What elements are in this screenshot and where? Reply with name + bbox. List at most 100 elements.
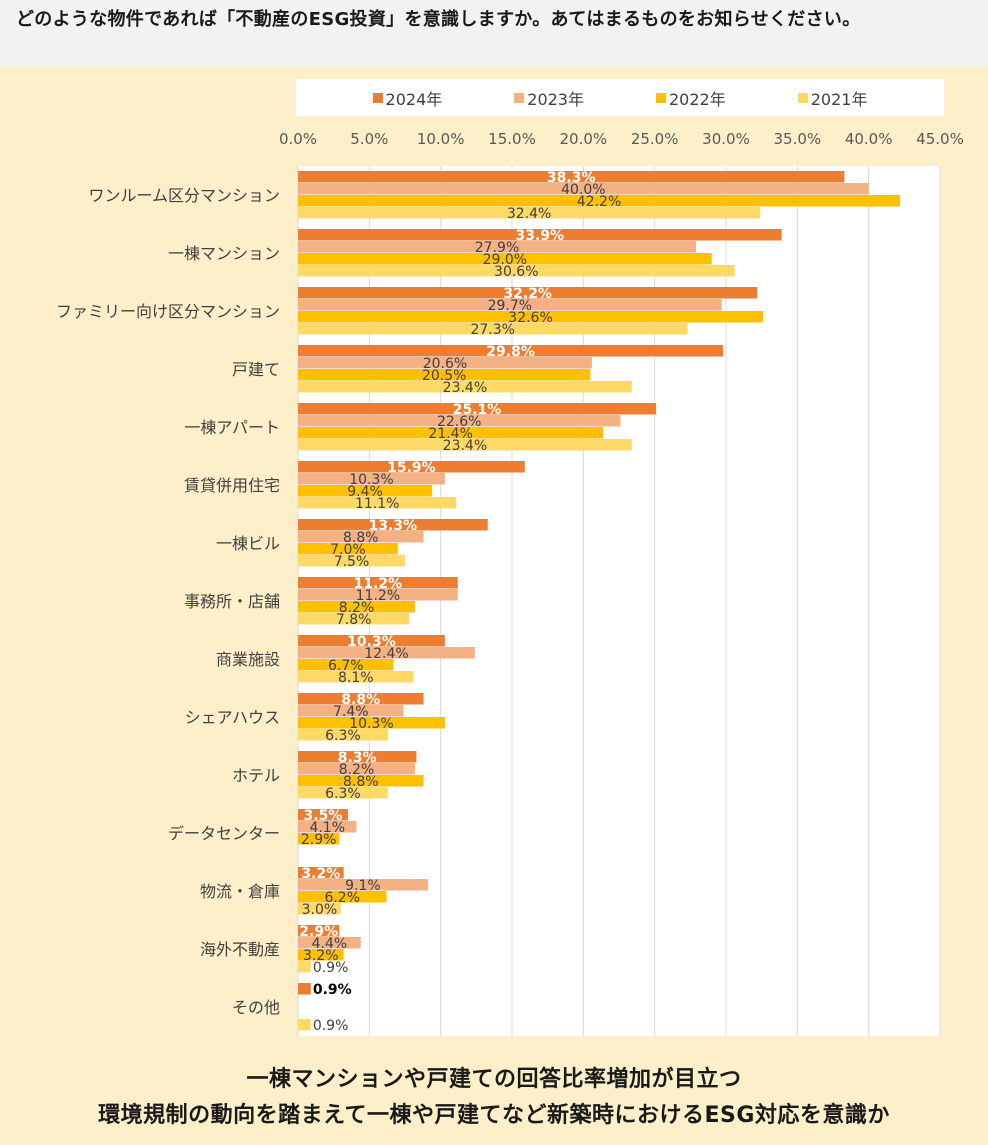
- category-label: データセンター: [168, 824, 280, 843]
- bar-2023年: [298, 241, 697, 253]
- data-label: 2.9%: [299, 924, 338, 940]
- bar-2022年: [298, 253, 712, 265]
- bar-2022年: [298, 195, 901, 207]
- data-label: 3.2%: [301, 866, 340, 882]
- bar-2023年: [298, 183, 869, 195]
- data-label: 8.2%: [339, 600, 375, 616]
- legend-item-2021: 2021年: [797, 86, 868, 110]
- x-tick-label: 0.0%: [279, 130, 317, 148]
- data-label: 8.8%: [341, 692, 380, 708]
- data-label: 20.6%: [423, 356, 467, 372]
- data-label: 3.5%: [304, 808, 343, 824]
- data-label: 0.9%: [313, 960, 349, 976]
- bar-2022年: [298, 601, 415, 613]
- x-tick-label: 15.0%: [488, 130, 536, 148]
- bar-2023年: [298, 879, 428, 891]
- bar-2024年: [298, 809, 348, 821]
- data-label: 8.8%: [343, 774, 379, 790]
- data-label: 0.9%: [313, 982, 352, 998]
- x-tick-label: 30.0%: [702, 130, 750, 148]
- bar-2022年: [298, 717, 445, 729]
- bar-2024年: [298, 867, 344, 879]
- bar-2021年: [298, 207, 761, 219]
- data-label: 3.0%: [302, 902, 338, 918]
- bar-2021年: [298, 439, 632, 451]
- data-label: 29.7%: [488, 298, 532, 314]
- bar-2022年: [298, 891, 387, 903]
- data-label: 10.3%: [349, 472, 393, 488]
- bar-2021年: [298, 1019, 311, 1031]
- category-label: ホテル: [232, 766, 280, 785]
- bar-2023年: [298, 415, 621, 427]
- category-label: 一棟ビル: [216, 534, 280, 553]
- bar-2022年: [298, 833, 340, 845]
- data-label: 6.3%: [325, 728, 361, 744]
- data-label: 22.6%: [437, 414, 481, 430]
- data-label: 10.3%: [347, 634, 396, 650]
- legend-swatch-2024: [372, 92, 383, 103]
- data-label: 6.7%: [328, 658, 364, 674]
- bar-2021年: [298, 961, 311, 973]
- bar-chart: 0.0% 5.0% 10.0% 15.0% 20.0% 25.0% 30.0% 35.0% 40…: [56, 130, 964, 1036]
- legend-label-2023: 2023年: [527, 89, 584, 109]
- bar-2023年: [298, 821, 357, 833]
- data-label: 6.3%: [325, 786, 361, 802]
- x-tick-label: 40.0%: [845, 130, 893, 148]
- bar-2021年: [298, 787, 388, 799]
- bar-2021年: [298, 903, 341, 915]
- bar-2024年: [298, 751, 417, 763]
- data-label: 27.9%: [475, 240, 519, 256]
- category-label: ワンルーム区分マンション: [88, 186, 280, 205]
- bar-2023年: [298, 763, 415, 775]
- legend-swatch-2022: [656, 92, 666, 103]
- data-label: 11.2%: [356, 588, 400, 604]
- category-label: 戸建て: [232, 360, 280, 379]
- data-label: 21.4%: [428, 426, 472, 442]
- category-label: 事務所・店舗: [184, 592, 280, 611]
- legend-label-2021: 2021年: [810, 89, 868, 109]
- x-tick-label: 10.0%: [417, 130, 465, 148]
- data-label: 25.1%: [453, 402, 502, 418]
- data-label: 6.2%: [324, 890, 360, 906]
- data-label: 8.8%: [343, 530, 379, 546]
- data-label: 42.2%: [577, 194, 621, 210]
- category-label: シェアハウス: [185, 708, 280, 727]
- data-label: 32.2%: [503, 286, 552, 302]
- data-label: 13.3%: [369, 518, 418, 534]
- data-label: 30.6%: [494, 264, 538, 280]
- data-label: 8.3%: [338, 750, 377, 766]
- bar-2024年: [298, 171, 845, 183]
- bar-2024年: [298, 345, 724, 357]
- data-label: 15.9%: [387, 460, 436, 476]
- legend-swatch-2021: [797, 92, 808, 103]
- bar-2022年: [298, 369, 591, 381]
- bar-2024年: [298, 403, 657, 415]
- category-label: 海外不動産: [200, 940, 280, 959]
- bar-2022年: [298, 543, 398, 555]
- data-label: 8.2%: [339, 762, 375, 778]
- category-label: 商業施設: [216, 650, 280, 669]
- question-title: どのような物件であれば「不動産のESG投資」を意識しますか。あてはまるものをお知…: [0, 0, 988, 66]
- bar-2023年: [298, 647, 475, 659]
- data-label: 29.0%: [483, 252, 527, 268]
- bar-2023年: [298, 357, 592, 369]
- data-label: 38.3%: [547, 170, 596, 186]
- bar-2024年: [298, 461, 525, 473]
- bar-2021年: [298, 323, 688, 335]
- data-label: 4.4%: [312, 936, 348, 952]
- bar-2021年: [298, 381, 632, 393]
- data-label: 8.1%: [338, 670, 374, 686]
- bar-2023年: [298, 937, 361, 949]
- data-label: 4.1%: [309, 820, 345, 836]
- data-label: 0.9%: [313, 1018, 349, 1034]
- data-label: 23.4%: [443, 438, 487, 454]
- bar-2024年: [298, 983, 311, 995]
- data-label: 7.0%: [330, 542, 366, 558]
- data-label: 33.9%: [516, 228, 565, 244]
- data-label: 11.2%: [354, 576, 403, 592]
- bar-2022年: [298, 775, 424, 787]
- data-label: 12.4%: [364, 646, 408, 662]
- data-label: 7.5%: [334, 554, 370, 570]
- data-label: 23.4%: [443, 380, 487, 396]
- data-label: 7.8%: [336, 612, 372, 628]
